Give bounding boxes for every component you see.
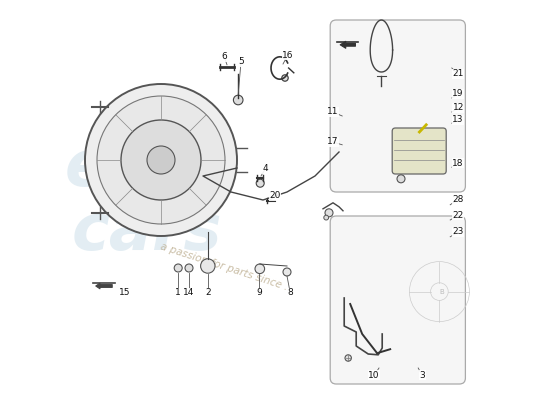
Text: 5: 5 <box>238 58 244 66</box>
Text: 8: 8 <box>287 288 293 297</box>
Circle shape <box>397 175 405 183</box>
Circle shape <box>85 84 237 236</box>
Text: 15: 15 <box>119 288 131 297</box>
Text: 22: 22 <box>453 211 464 220</box>
Text: 3: 3 <box>419 371 425 380</box>
Text: 4: 4 <box>262 164 268 173</box>
Circle shape <box>345 355 351 361</box>
Text: 12: 12 <box>453 104 464 112</box>
Circle shape <box>201 259 215 273</box>
Circle shape <box>256 179 264 187</box>
Circle shape <box>233 95 243 105</box>
Text: 17: 17 <box>327 138 339 146</box>
FancyBboxPatch shape <box>330 216 465 384</box>
Text: B: B <box>439 289 444 294</box>
Text: 10: 10 <box>368 371 380 380</box>
Text: euro: euro <box>65 137 229 199</box>
Text: a passion for parts since ...: a passion for parts since ... <box>159 242 295 294</box>
Circle shape <box>185 264 193 272</box>
Text: 1: 1 <box>175 288 181 297</box>
Text: 2: 2 <box>205 288 211 297</box>
Text: 14: 14 <box>183 288 195 297</box>
Circle shape <box>121 120 201 200</box>
Text: 21: 21 <box>453 70 464 78</box>
Circle shape <box>282 75 288 81</box>
Text: 20: 20 <box>270 192 280 200</box>
Text: 11: 11 <box>327 108 339 116</box>
Text: 23: 23 <box>453 228 464 236</box>
FancyBboxPatch shape <box>330 20 465 192</box>
Text: 9: 9 <box>256 288 262 297</box>
Text: 19: 19 <box>453 90 464 98</box>
Circle shape <box>147 146 175 174</box>
Circle shape <box>325 209 333 217</box>
Text: 13: 13 <box>453 116 464 124</box>
Circle shape <box>324 215 328 220</box>
Circle shape <box>97 96 225 224</box>
Text: 28: 28 <box>453 195 464 204</box>
Circle shape <box>283 268 291 276</box>
Circle shape <box>255 264 265 274</box>
Text: cars: cars <box>72 201 222 263</box>
Circle shape <box>174 264 182 272</box>
Text: 6: 6 <box>221 52 227 61</box>
Text: 16: 16 <box>282 51 294 60</box>
FancyBboxPatch shape <box>392 128 446 174</box>
Text: 18: 18 <box>453 159 464 168</box>
